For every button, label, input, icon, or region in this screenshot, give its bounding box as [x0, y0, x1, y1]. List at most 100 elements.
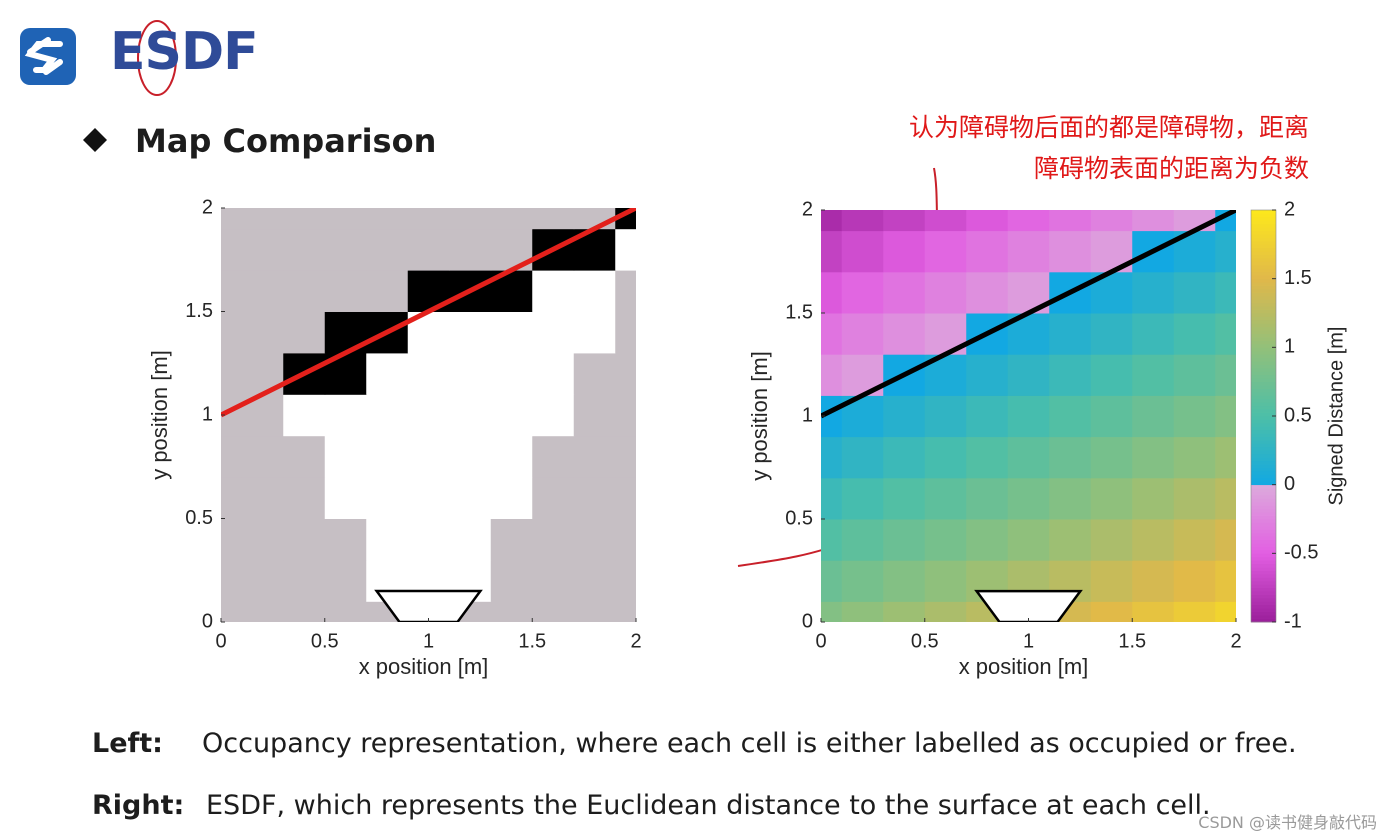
- cell: [532, 208, 575, 230]
- colorbar-band: [1251, 347, 1276, 352]
- cell: [1132, 354, 1175, 396]
- y-tick-label: 1.5: [785, 301, 813, 323]
- cell: [221, 352, 243, 395]
- cell: [241, 518, 284, 561]
- cell: [407, 228, 450, 271]
- caption-label: Left:: [92, 728, 163, 759]
- cell: [1132, 560, 1175, 602]
- colorbar-band: [1251, 210, 1276, 214]
- cell: [1007, 477, 1050, 520]
- cell: [324, 559, 367, 602]
- annotation: 障碍物表面的距离为负数: [1033, 154, 1309, 183]
- x-tick-label: 2: [630, 630, 641, 652]
- colorbar-band: [1251, 488, 1276, 492]
- cell: [1173, 313, 1216, 355]
- colorbar-band: [1251, 251, 1276, 256]
- cell: [924, 230, 967, 273]
- colorbar-band: [1251, 546, 1276, 551]
- cell: [1007, 519, 1050, 561]
- colorbar-band: [1251, 258, 1276, 262]
- colorbar-tick-label: -1: [1284, 610, 1302, 632]
- colorbar-band: [1251, 268, 1276, 273]
- colorbar-tick-label: -0.5: [1284, 542, 1318, 564]
- colorbar-tick-label: 1.5: [1284, 267, 1312, 289]
- colorbar-band: [1251, 440, 1276, 444]
- cell: [366, 352, 409, 395]
- cell: [283, 518, 326, 561]
- colorbar-band: [1251, 244, 1276, 249]
- cell: [221, 559, 243, 602]
- colorbar-band: [1251, 433, 1276, 437]
- cell: [924, 436, 967, 479]
- colorbar-band: [1251, 316, 1276, 321]
- cell: [490, 208, 533, 230]
- cell: [1215, 560, 1236, 602]
- colorbar-band: [1251, 539, 1276, 544]
- cell: [449, 352, 492, 395]
- cell: [1090, 519, 1133, 561]
- cell: [366, 518, 409, 561]
- colorbar-band: [1251, 220, 1276, 225]
- cell: [1007, 230, 1050, 273]
- cell: [407, 477, 450, 519]
- cell: [1215, 354, 1236, 396]
- cell: [573, 477, 616, 519]
- colorbar-band: [1251, 412, 1276, 417]
- colorbar-band: [1251, 402, 1276, 407]
- cell: [366, 208, 409, 230]
- cell: [966, 230, 1009, 273]
- colorbar-band: [1251, 361, 1276, 365]
- cell: [573, 394, 616, 437]
- colorbar-band: [1251, 556, 1276, 561]
- plot-area: [221, 208, 636, 622]
- cell: [1132, 395, 1175, 438]
- cell: [1173, 477, 1216, 520]
- cell: [221, 228, 243, 271]
- colorbar-band: [1251, 505, 1276, 510]
- cell: [490, 477, 533, 519]
- cell: [449, 518, 492, 561]
- colorbar-band: [1251, 426, 1276, 431]
- cell: [841, 313, 884, 355]
- y-tick-label: 0.5: [185, 507, 213, 529]
- colorbar-band: [1251, 354, 1276, 359]
- cell: [841, 477, 884, 520]
- colorbar-band: [1251, 388, 1276, 393]
- cell: [324, 208, 367, 230]
- x-tick-label: 0: [215, 630, 226, 652]
- cell: [1173, 354, 1216, 396]
- watermark: CSDN @读书健身敲代码: [1198, 813, 1377, 832]
- cell: [1132, 313, 1175, 355]
- cell: [573, 518, 616, 561]
- colorbar-band: [1251, 422, 1276, 427]
- cell: [221, 311, 243, 354]
- plot-area: [821, 210, 1236, 622]
- caption-text: Occupancy representation, where each cel…: [202, 728, 1297, 759]
- cell: [883, 601, 926, 622]
- cell: [821, 477, 843, 520]
- cell: [366, 394, 409, 437]
- x-tick-label: 2: [1230, 630, 1241, 652]
- cell: [1215, 230, 1236, 273]
- colorbar-band: [1251, 254, 1276, 259]
- colorbar-band: [1251, 611, 1276, 616]
- colorbar-band: [1251, 381, 1276, 386]
- cell: [221, 435, 243, 478]
- colorbar-band: [1251, 216, 1276, 221]
- colorbar-band: [1251, 264, 1276, 269]
- cell: [407, 394, 450, 437]
- line: [821, 210, 1236, 419]
- colorbar-band: [1251, 271, 1276, 276]
- cell: [615, 601, 636, 622]
- cell: [1173, 271, 1216, 314]
- cell: [966, 519, 1009, 561]
- cell: [573, 559, 616, 602]
- cell: [841, 271, 884, 314]
- colorbar-band: [1251, 302, 1276, 307]
- cell: [324, 477, 367, 519]
- cell: [841, 210, 884, 232]
- cell: [407, 208, 450, 230]
- colorbar-band: [1251, 429, 1276, 434]
- cell: [324, 435, 367, 478]
